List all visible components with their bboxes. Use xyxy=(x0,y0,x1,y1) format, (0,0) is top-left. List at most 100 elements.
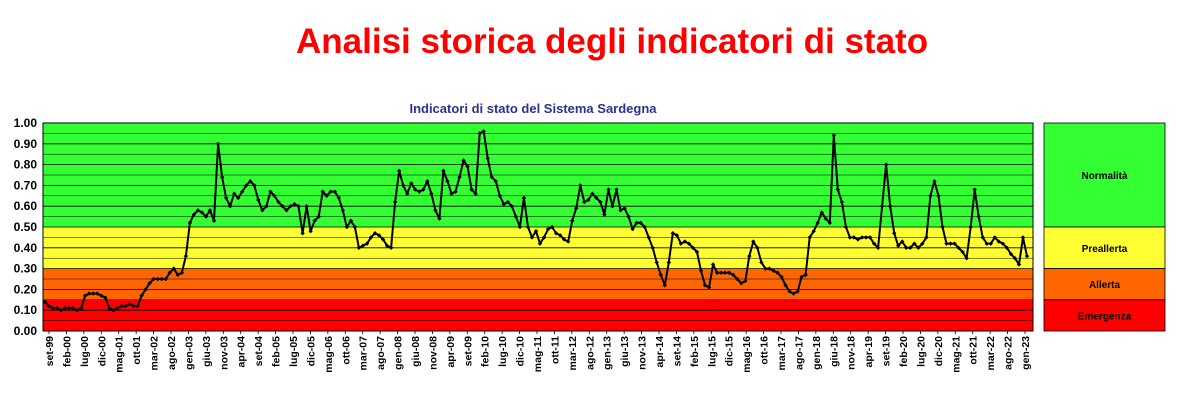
legend-zone-2 xyxy=(1043,268,1166,301)
data-point xyxy=(944,241,949,246)
x-tick-label: mar-07 xyxy=(358,336,370,371)
data-point xyxy=(497,193,502,198)
page-title: Analisi storica degli indicatori di stat… xyxy=(296,22,929,61)
data-point xyxy=(783,283,788,288)
data-point xyxy=(167,270,172,275)
data-point xyxy=(690,245,696,250)
data-point xyxy=(747,253,752,259)
data-point xyxy=(231,191,237,196)
data-point xyxy=(928,193,933,198)
legend-zone-0 xyxy=(1043,122,1166,228)
data-point xyxy=(582,199,587,205)
data-point xyxy=(791,291,796,296)
data-point xyxy=(368,235,374,240)
data-point xyxy=(996,239,1002,244)
data-point xyxy=(115,305,120,311)
data-point xyxy=(199,210,205,215)
data-point xyxy=(449,191,454,196)
data-point xyxy=(272,193,277,198)
data-point xyxy=(143,287,148,292)
data-point xyxy=(735,276,740,282)
data-point xyxy=(42,299,48,305)
x-tick-label: mar-22 xyxy=(985,336,997,371)
x-tick-label: gen-03 xyxy=(183,336,195,370)
x-tick-label: mar-17 xyxy=(776,336,788,371)
data-point xyxy=(900,239,905,244)
data-point xyxy=(50,305,56,311)
data-point xyxy=(396,168,402,174)
data-point xyxy=(819,210,824,215)
data-point xyxy=(513,214,519,219)
chart-title-group: Indicatori di stato del Sistema Sardegna xyxy=(409,101,657,116)
data-point xyxy=(610,204,615,209)
y-tick-label: 0.70 xyxy=(14,178,38,192)
data-point xyxy=(215,141,221,146)
data-point xyxy=(151,276,156,282)
data-point xyxy=(706,285,712,290)
data-point xyxy=(433,208,438,213)
data-point xyxy=(1012,256,1018,261)
x-tick-label: mar-02 xyxy=(149,336,161,371)
data-point xyxy=(594,195,599,201)
data-point xyxy=(501,201,507,207)
x-tick-label: lug-05 xyxy=(288,336,300,367)
x-tick-label: lug-15 xyxy=(706,336,718,367)
x-tick-label: giu-08 xyxy=(410,336,422,367)
data-point xyxy=(525,224,531,230)
x-tick-label: set-09 xyxy=(462,336,474,367)
data-point xyxy=(111,308,116,313)
data-point xyxy=(650,245,655,250)
data-point xyxy=(252,183,257,188)
data-point xyxy=(863,235,869,240)
data-point xyxy=(968,224,973,230)
x-tick-label: feb-10 xyxy=(480,336,492,367)
data-point xyxy=(533,228,539,234)
data-point xyxy=(360,243,366,248)
data-point xyxy=(698,268,704,273)
data-point xyxy=(980,235,985,240)
data-point xyxy=(779,274,784,280)
data-point xyxy=(316,214,321,219)
data-point xyxy=(565,239,571,244)
data-point xyxy=(908,245,913,250)
plot-frame xyxy=(42,122,1034,332)
x-tick-label: ago-07 xyxy=(375,336,387,370)
x-tick-label: gen-23 xyxy=(1020,336,1032,370)
data-point xyxy=(400,183,406,188)
data-point xyxy=(356,245,362,250)
data-point xyxy=(924,235,929,240)
data-point xyxy=(831,133,837,138)
data-point xyxy=(147,280,152,286)
data-point xyxy=(139,293,144,298)
data-point xyxy=(46,303,52,309)
data-point xyxy=(775,270,780,275)
data-point xyxy=(545,226,551,232)
data-point xyxy=(795,289,800,294)
data-point xyxy=(521,195,527,201)
data-point xyxy=(630,226,635,232)
data-point xyxy=(505,199,511,205)
data-point xyxy=(940,224,945,230)
data-point xyxy=(248,179,253,184)
data-point xyxy=(388,245,394,250)
data-point xyxy=(622,206,627,211)
data-point xyxy=(912,241,917,246)
x-tick-label: gen-13 xyxy=(602,336,614,370)
x-tick-label: ott-11 xyxy=(549,336,561,364)
data-point xyxy=(429,191,434,196)
data-point xyxy=(883,162,889,167)
data-point xyxy=(413,187,418,192)
data-point xyxy=(461,158,466,163)
data-point xyxy=(288,204,293,209)
x-tick-label: lug-00 xyxy=(79,336,91,367)
data-point xyxy=(264,204,269,209)
data-point xyxy=(875,245,881,250)
data-point xyxy=(304,204,309,209)
y-axis-ticks: 0.00 0.10 0.20 0.30 0.40 0.50 0.60 0.70 0.80 0.90… xyxy=(14,116,38,338)
data-point xyxy=(256,197,261,203)
data-point xyxy=(891,231,897,236)
data-point xyxy=(529,235,535,240)
data-point xyxy=(332,189,337,194)
data-point xyxy=(1008,251,1014,257)
data-point xyxy=(606,187,611,192)
